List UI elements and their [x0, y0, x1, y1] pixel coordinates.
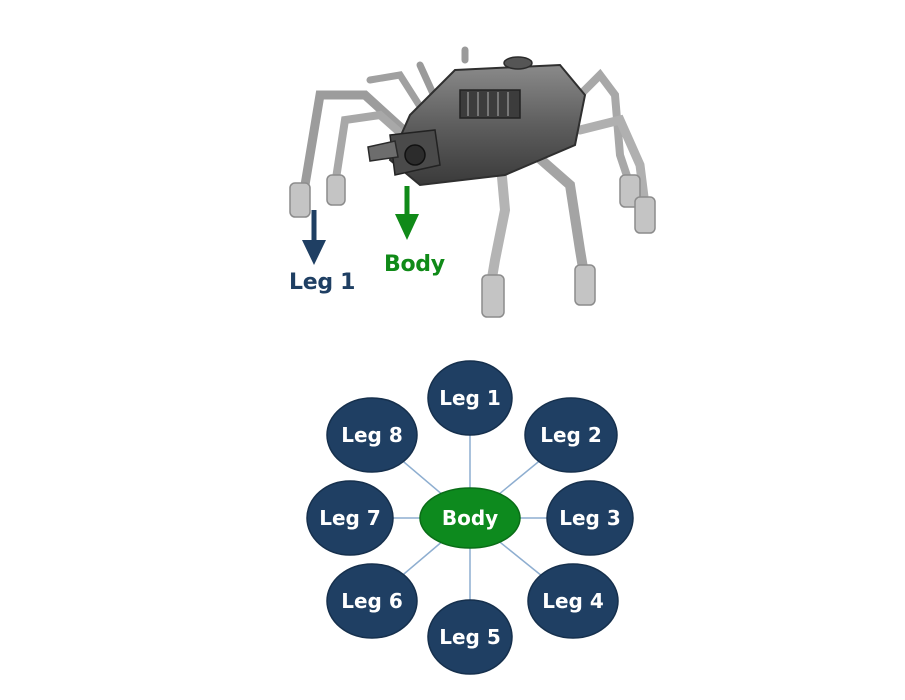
- node-leg8: Leg 8: [326, 397, 418, 473]
- robot-spider-illustration: [289, 46, 656, 318]
- node-leg4-shape: [527, 563, 619, 639]
- node-leg1-label: Leg 1: [439, 386, 501, 410]
- robot-feet: [289, 174, 656, 318]
- node-leg1: Leg 1: [427, 360, 513, 436]
- body-arrow: [395, 186, 419, 240]
- node-leg3: Leg 3: [546, 480, 634, 556]
- node-leg6-label: Leg 6: [341, 589, 403, 613]
- robot-body: [367, 56, 587, 187]
- node-leg6: Leg 6: [326, 563, 418, 639]
- node-leg7-label: Leg 7: [319, 506, 381, 530]
- body-callout-label: Body: [384, 252, 445, 277]
- node-leg2-shape: [524, 397, 618, 473]
- node-body-label: Body: [442, 506, 498, 530]
- leg1-arrow: [302, 210, 326, 265]
- node-leg8-shape: [326, 397, 418, 473]
- node-leg3-shape: [546, 480, 634, 556]
- node-leg4-label: Leg 4: [542, 589, 604, 613]
- node-leg6-shape: [326, 563, 418, 639]
- node-leg7: Leg 7: [306, 480, 394, 556]
- graph-nodes: Leg 1 Leg 2 Leg 3 Leg 4 Leg 5 Leg 6 Leg 7 Leg 8…: [306, 360, 634, 675]
- node-body: Body: [419, 487, 521, 549]
- node-leg4: Leg 4: [527, 563, 619, 639]
- node-leg5-shape: [427, 599, 513, 675]
- node-body-shape: [419, 487, 521, 549]
- node-leg3-label: Leg 3: [559, 506, 621, 530]
- node-leg7-shape: [306, 480, 394, 556]
- node-leg5-label: Leg 5: [439, 625, 501, 649]
- node-leg1-shape: [427, 360, 513, 436]
- leg1-callout-label: Leg 1: [289, 270, 356, 295]
- node-leg2: Leg 2: [524, 397, 618, 473]
- node-leg2-label: Leg 2: [540, 423, 602, 447]
- node-leg5: Leg 5: [427, 599, 513, 675]
- node-leg8-label: Leg 8: [341, 423, 403, 447]
